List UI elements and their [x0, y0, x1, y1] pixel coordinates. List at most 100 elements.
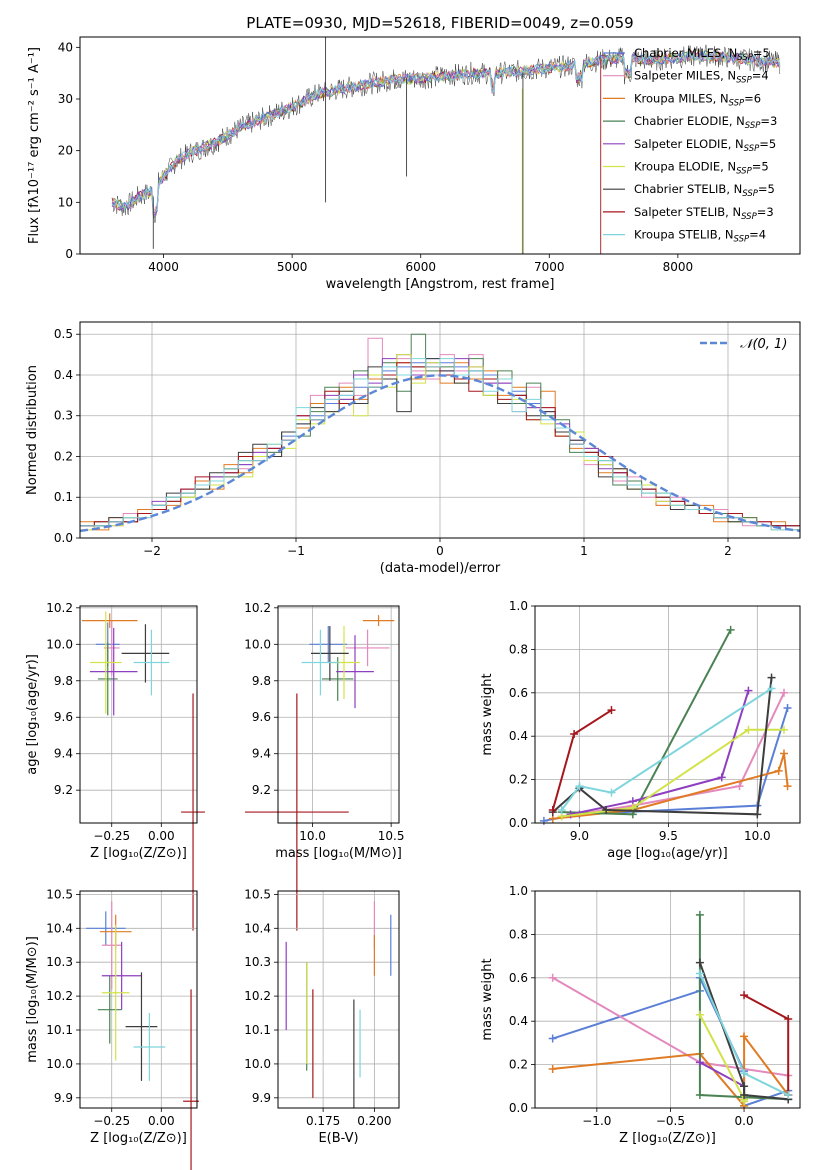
y-tick-label: 9.2: [54, 783, 73, 797]
x-tick-label: 5000: [277, 260, 308, 274]
weight-marker-chabrier_stelib: [602, 805, 611, 814]
weight-line-kroupa_elodie: [561, 728, 784, 818]
legend-label: Kroupa MILES, NSSP=6: [634, 91, 761, 108]
weight-marker-chabrier_elodie: [726, 625, 735, 634]
weight-marker-kroupa_elodie: [744, 725, 753, 734]
weight-marker-kroupa_stelib: [784, 1090, 793, 1099]
y-axis-label: Normed distribution: [25, 365, 40, 495]
weight-line-salpeter_elodie: [570, 690, 750, 816]
y-tick-label: 9.6: [54, 710, 73, 724]
y-tick-label: 0.8: [509, 642, 528, 656]
y-tick-label: 10.2: [46, 601, 73, 615]
y-tick-label: 10.0: [244, 637, 271, 651]
y-tick-label: 10.1: [244, 1023, 271, 1037]
x-axis-label: Z [log₁₀(Z/Z⊙)]: [90, 1131, 187, 1146]
y-tick-label: 30: [58, 92, 73, 106]
x-axis-label: age [log₁₀(age/yr)]: [607, 846, 728, 861]
weight-marker-salpeter_miles: [735, 782, 744, 791]
weight-marker-salpeter_stelib: [548, 805, 557, 814]
y-tick-label: 0.4: [54, 368, 73, 382]
y-tick-label: 40: [58, 40, 73, 54]
weight-marker-kroupa_miles: [783, 782, 792, 791]
weight-marker-chabrier_miles: [783, 703, 792, 712]
legend-label: Salpeter STELIB, NSSP=3: [634, 205, 774, 222]
weight-marker-kroupa_stelib: [607, 788, 616, 797]
x-tick-label: −1: [287, 544, 305, 558]
weight-marker-kroupa_stelib: [767, 684, 776, 693]
y-tick-label: 0.5: [54, 327, 73, 341]
x-tick-label: 4000: [148, 260, 179, 274]
x-tick-label: 9.0: [570, 829, 589, 843]
weight-marker-chabrier_stelib: [740, 1090, 749, 1099]
weight-marker-chabrier_stelib: [753, 810, 762, 819]
weight-marker-salpeter_stelib: [607, 706, 616, 715]
x-tick-label: −0.25: [93, 1114, 130, 1128]
axes-frame: [79, 605, 198, 824]
weight-marker-salpeter_elodie: [717, 773, 726, 782]
y-tick-label: 10.4: [46, 921, 73, 935]
x-tick-label: −1.0: [582, 1114, 611, 1128]
weight-marker-chabrier_stelib: [767, 673, 776, 682]
weight-marker-chabrier_miles: [539, 816, 548, 825]
axes-frame: [79, 890, 198, 1109]
weight-marker-kroupa_stelib: [740, 1069, 749, 1078]
x-axis-label: mass [log₁₀(M/M⊙)]: [275, 846, 402, 861]
x-axis-label: E(B-V): [318, 1131, 358, 1146]
x-tick-label: 7000: [534, 260, 565, 274]
y-tick-label: 0.0: [509, 816, 528, 830]
weight-marker-chabrier_stelib: [695, 958, 704, 967]
weight-marker-salpeter_miles: [548, 973, 557, 982]
y-tick-label: 10.0: [244, 1057, 271, 1071]
weight-marker-kroupa_elodie: [779, 725, 788, 734]
weight-marker-kroupa_miles: [548, 1064, 557, 1073]
y-tick-label: 0.2: [509, 773, 528, 787]
weight-marker-salpeter_stelib: [784, 1015, 793, 1024]
y-tick-label: 1.0: [509, 599, 528, 613]
x-tick-label: 9.5: [659, 829, 678, 843]
weight-marker-kroupa_miles: [774, 766, 783, 775]
y-axis-label: Flux [fλ10⁻¹⁷ erg cm⁻² s⁻¹ A⁻¹]: [27, 47, 42, 244]
x-tick-label: 2: [724, 544, 732, 558]
spectrum-line-kroupa_stelib: [111, 50, 781, 213]
weight-marker-salpeter_stelib: [740, 991, 749, 1000]
y-axis-label: age [log₁₀(age/yr)]: [25, 654, 40, 775]
legend-label: 𝒩(0, 1): [740, 337, 787, 352]
legend-label: Kroupa ELODIE, NSSP=5: [634, 160, 769, 177]
y-tick-label: 10.1: [46, 1023, 73, 1037]
axes-frame: [277, 890, 400, 1109]
legend-label: Chabrier MILES, NSSP=5: [634, 46, 770, 63]
y-tick-label: 10.5: [46, 887, 73, 901]
weight-marker-chabrier_elodie: [695, 1090, 704, 1099]
spectrum-line-salpeter_elodie: [111, 51, 781, 217]
y-tick-label: 10.5: [244, 887, 271, 901]
y-tick-label: 0.6: [509, 686, 528, 700]
axes-frame: [534, 890, 801, 1109]
y-tick-label: 10.0: [46, 1057, 73, 1071]
weight-marker-chabrier_elodie: [695, 910, 704, 919]
weight-marker-kroupa_miles: [779, 749, 788, 758]
x-tick-label: 0.200: [357, 1114, 391, 1128]
y-tick-label: 9.8: [252, 674, 271, 688]
x-tick-label: 10.5: [378, 829, 405, 843]
x-tick-label: −2: [143, 544, 161, 558]
x-tick-label: 6000: [405, 260, 436, 274]
x-axis-label: (data-model)/error: [380, 561, 501, 576]
weight-marker-salpeter_elodie: [695, 1058, 704, 1067]
y-tick-label: 1.0: [509, 884, 528, 898]
x-tick-label: 0.00: [148, 829, 175, 843]
y-axis-label: mass [log₁₀(M/M⊙)]: [25, 936, 40, 1063]
x-tick-label: 0.0: [735, 1114, 754, 1128]
x-tick-label: −0.5: [656, 1114, 685, 1128]
axes-frame: [79, 36, 801, 255]
weight-line-salpeter_miles: [561, 692, 785, 818]
weight-marker-salpeter_elodie: [744, 686, 753, 695]
weight-marker-kroupa_miles: [740, 1032, 749, 1041]
x-tick-label: 0.00: [148, 1114, 175, 1128]
y-tick-label: 0.0: [509, 1101, 528, 1115]
y-tick-label: 9.8: [54, 674, 73, 688]
legend-label: Chabrier ELODIE, NSSP=3: [634, 114, 777, 131]
y-tick-label: 0.8: [509, 927, 528, 941]
weight-marker-chabrier_stelib: [740, 1082, 749, 1091]
weight-marker-kroupa_stelib: [575, 782, 584, 791]
x-tick-label: 0: [436, 544, 444, 558]
